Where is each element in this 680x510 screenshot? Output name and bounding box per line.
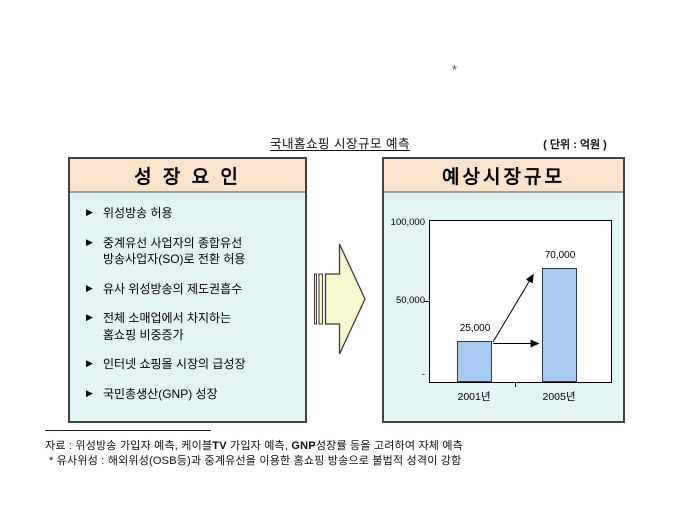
growth-factor-text: 홈쇼핑 비중증가 [103, 327, 184, 342]
growth-factor-text: 위성방송 허용 [103, 206, 173, 220]
striped-right-arrow-icon [314, 243, 366, 355]
growth-factor-item: ▶ 전체 소매업에서 차지하는 홈쇼핑 비중증가 [86, 310, 301, 343]
growth-factor-item: ▶ 인터넷 쇼핑몰 시장의 급성장 [86, 356, 301, 373]
growth-factor-text: 인터넷 쇼핑몰 시장의 급성장 [103, 357, 246, 371]
growth-factor-text: 중계유선 사업자의 종합유선 [103, 235, 243, 250]
growth-factor-item: ▶ 중계유선 사업자의 종합유선 방송사업자(SO)로 전환 허용 [86, 235, 301, 268]
x-axis-tick-mark [515, 383, 516, 387]
growth-panel: 성 장 요 인 ▶ 위성방송 허용 ▶ 중계유선 사업자의 종합유선 방송사업자… [68, 157, 307, 423]
footer-separator-line [45, 430, 211, 431]
report-title: 국내홈쇼핑 시장규모 예측 [270, 137, 410, 151]
footer-source-line: 자료 : 위성방송 가입자 예측, 케이블TV 가입자 예측, GNP성장률 등… [45, 437, 463, 453]
triangle-bullet-icon: ▶ [86, 387, 93, 398]
growth-factor-text: 유사 위성방송의 제도권흡수 [103, 281, 243, 296]
triangle-bullet-icon: ▶ [86, 282, 93, 293]
y-axis-tick-mark [424, 301, 429, 302]
bar-value-label: 25,000 [459, 323, 491, 334]
growth-panel-header: 성 장 요 인 [70, 159, 305, 193]
footer-source-bold: GNP [291, 440, 316, 452]
growth-factor-text: 국민총생산(GNP) 성장 [103, 386, 218, 401]
plot-area: 25,000 70,000 [429, 220, 612, 383]
forecast-panel-header: 예상시장규모 [384, 159, 623, 193]
growth-factor-text: 방송사업자(SO)로 전환 허용 [103, 252, 246, 266]
triangle-bullet-icon: ▶ [86, 236, 93, 247]
footer-source-text: 성장률 등을 고려하여 자체 예측 [315, 440, 463, 452]
growth-factor-item: ▶ 국민총생산(GNP) 성장 [86, 386, 301, 403]
asterisk-mark: * [452, 62, 458, 77]
unit-label: ( 단위 : 억원 ) [543, 139, 607, 151]
y-axis-tick-label: 100,000 [390, 217, 425, 228]
footer-note-line: * 유사위성 : 해외위성(OSB등)과 중계유선을 이용한 홈쇼핑 방송으로 … [49, 455, 462, 467]
bar-2001 [457, 341, 492, 382]
x-axis-category-label: 2001년 [457, 391, 491, 403]
growth-factor-item: ▶ 유사 위성방송의 제도권흡수 [86, 281, 301, 298]
triangle-bullet-icon: ▶ [86, 312, 93, 322]
y-axis-tick-label: 50,000 [395, 295, 425, 306]
growth-factor-item: ▶ 위성방송 허용 [86, 205, 301, 222]
x-axis-category-label: 2005년 [542, 391, 576, 403]
growth-panel-body: ▶ 위성방송 허용 ▶ 중계유선 사업자의 종합유선 방송사업자(SO)로 전환… [70, 193, 305, 421]
growth-factor-list: ▶ 위성방송 허용 ▶ 중계유선 사업자의 종합유선 방송사업자(SO)로 전환… [70, 193, 305, 402]
footer-source-bold: TV [212, 440, 227, 452]
triangle-bullet-icon: ▶ [86, 207, 93, 217]
bar-2005 [542, 268, 577, 382]
y-axis-tick-label: - [421, 369, 425, 380]
triangle-bullet-icon: ▶ [86, 358, 93, 368]
bar-value-label: 70,000 [544, 250, 576, 261]
forecast-panel: 예상시장규모 100,000 50,000 - 25,000 70,000 [382, 157, 625, 423]
footer-source-text: 자료 : 위성방송 가입자 예측, 케이블 [45, 440, 213, 452]
growth-factor-text: 전체 소매업에서 차지하는 [103, 311, 232, 325]
market-size-chart: 100,000 50,000 - 25,000 70,000 [384, 193, 623, 421]
forecast-panel-body: 100,000 50,000 - 25,000 70,000 [384, 193, 623, 421]
footer-source-text: 가입자 예측, [226, 440, 292, 452]
